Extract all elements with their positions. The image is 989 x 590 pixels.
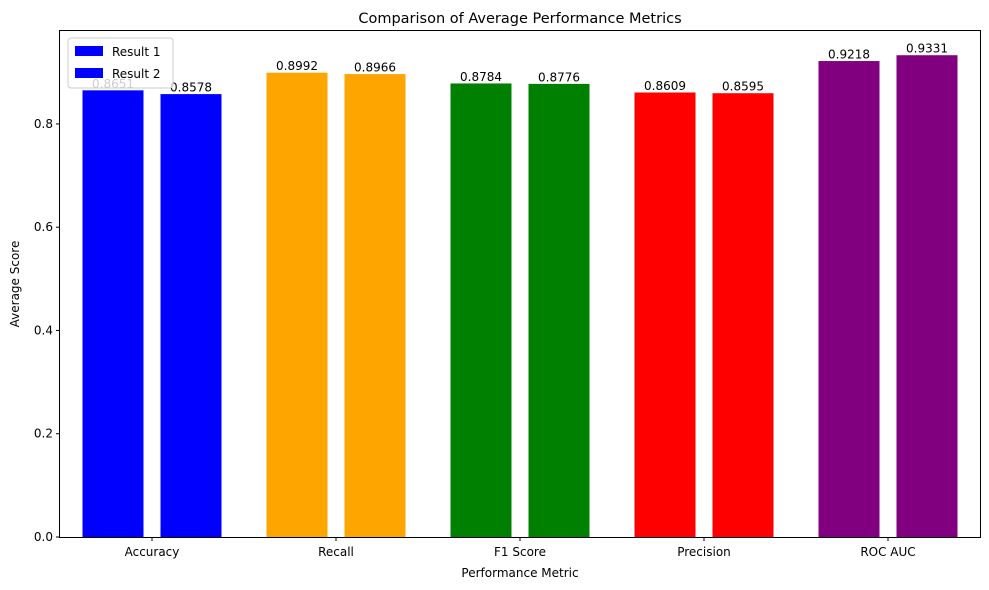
legend-label-series-1: Result 1 (112, 45, 161, 59)
chart-title: Comparison of Average Performance Metric… (358, 11, 681, 27)
x-tick-label: ROC AUC (860, 545, 915, 559)
data-label-precision-series-1: 0.8609 (644, 79, 686, 93)
bar-accuracy-series-1 (82, 90, 144, 537)
data-label-roc-auc-series-2: 0.9331 (906, 42, 948, 56)
x-tick-label: Precision (677, 545, 731, 559)
data-label-f1-score-series-2: 0.8776 (538, 70, 580, 84)
legend: Result 1 Result 2 (67, 37, 174, 89)
bar-accuracy-series-2 (160, 94, 222, 538)
bar-roc-auc-series-2 (896, 55, 958, 538)
data-label-recall-series-1: 0.8992 (276, 59, 318, 73)
data-label-precision-series-2: 0.8595 (722, 80, 764, 94)
bar-f1-score-series-1 (450, 83, 512, 538)
x-tick-label: Recall (318, 545, 354, 559)
bar-precision-series-2 (712, 93, 774, 537)
data-labels-group: 0.86510.85780.89920.89660.87840.87760.86… (92, 42, 948, 95)
data-label-f1-score-series-1: 0.8784 (460, 70, 502, 84)
plot-frame (59, 30, 981, 538)
y-axis: 0.0 0.2 0.4 0.6 0.8 (34, 117, 60, 544)
legend-swatch-series-2 (75, 68, 103, 78)
y-tick-label: 0.4 (34, 323, 53, 337)
data-label-accuracy-series-2: 0.8578 (170, 81, 212, 95)
bar-f1-score-series-2 (528, 83, 590, 538)
x-tick-label: Accuracy (125, 545, 180, 559)
bars-group (82, 55, 958, 538)
y-tick-label: 0.2 (34, 427, 53, 441)
y-tick-label: 0.6 (34, 220, 53, 234)
bar-recall-series-1 (266, 72, 328, 538)
bar-precision-series-1 (634, 92, 696, 537)
x-axis-label: Performance Metric (461, 566, 578, 580)
bar-roc-auc-series-1 (818, 61, 880, 538)
data-label-recall-series-2: 0.8966 (354, 61, 396, 75)
legend-swatch-series-1 (75, 46, 103, 56)
y-tick-label: 0.8 (34, 117, 53, 131)
bar-recall-series-2 (344, 74, 406, 537)
x-tick-label: F1 Score (494, 545, 546, 559)
y-axis-label: Average Score (8, 241, 22, 328)
y-tick-label: 0.0 (34, 530, 53, 544)
data-label-roc-auc-series-1: 0.9218 (828, 48, 870, 62)
legend-label-series-2: Result 2 (112, 67, 161, 81)
x-axis: Accuracy Recall F1 Score Precision ROC AUC (125, 537, 916, 559)
